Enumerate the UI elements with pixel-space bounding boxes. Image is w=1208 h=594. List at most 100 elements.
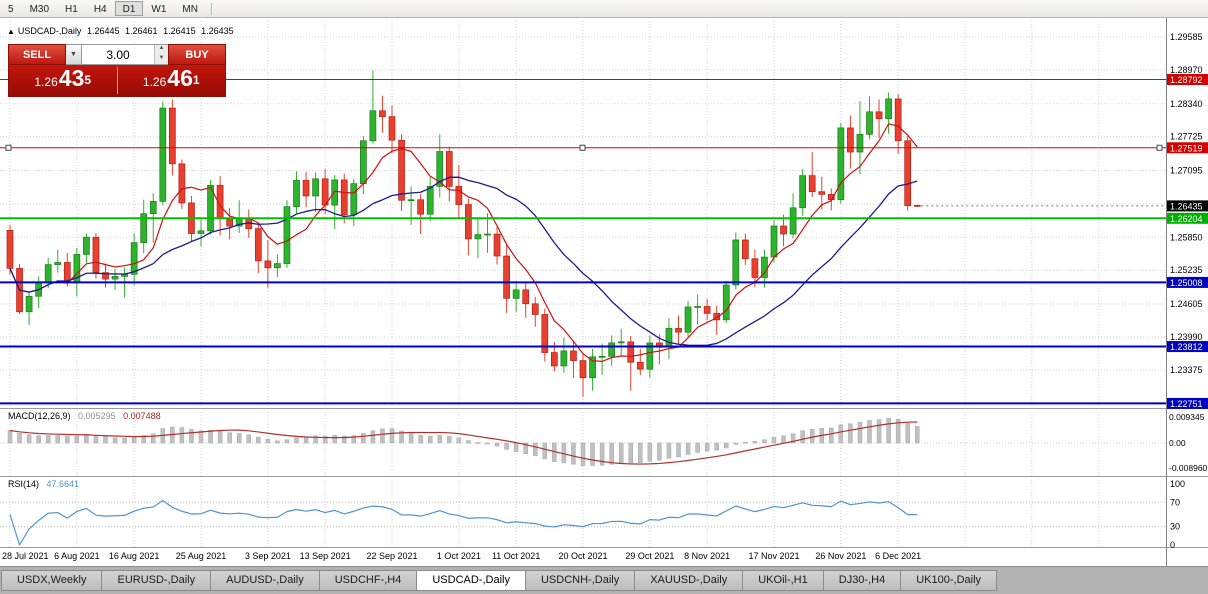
- date-axis-label: 20 Oct 2021: [558, 551, 607, 561]
- chevron-down-icon: ▼: [70, 51, 77, 58]
- ohlc-high: 1.26461: [125, 26, 158, 36]
- panel-separators: [0, 408, 1208, 549]
- tf-button-mn[interactable]: MN: [174, 1, 206, 16]
- macd-name: MACD(12,26,9): [8, 411, 71, 421]
- price-axis-label: 1.24605: [1170, 299, 1203, 309]
- ohlc-open: 1.26445: [86, 26, 120, 36]
- price-axis: 1.29585 1.28970 1.28340 1.27725 1.27095 1.258…: [1166, 18, 1208, 566]
- tab-uk100-daily[interactable]: UK100-,Daily: [900, 570, 998, 591]
- volume-field: ▲ ▼: [82, 44, 168, 65]
- tab-ukoil-h1[interactable]: UKOil-,H1: [742, 570, 824, 591]
- tab-eurusd-daily[interactable]: EURUSD-,Daily: [101, 570, 212, 591]
- volume-input[interactable]: [82, 45, 154, 64]
- sell-price-display[interactable]: 1.26435: [9, 64, 117, 97]
- sell-price-base: 1.26: [34, 75, 58, 89]
- moving-averages: [9, 123, 918, 362]
- rsi-axis-label: 0: [1170, 540, 1175, 550]
- buy-price-display[interactable]: 1.26461: [118, 64, 226, 97]
- rsi-value: 47.6641: [46, 479, 80, 489]
- date-axis-label: 16 Aug 2021: [109, 551, 160, 561]
- macd-panel: [0, 418, 1166, 466]
- macd-indicator-label: MACD(12,26,9) 0.005295 0.007488: [8, 411, 161, 421]
- tab-dj30-h4[interactable]: DJ30-,H4: [822, 570, 902, 591]
- tf-button-d1[interactable]: D1: [114, 1, 144, 16]
- macd-axis-label: -0.008960: [1169, 463, 1208, 473]
- date-axis-label: 3 Sep 2021: [245, 551, 291, 561]
- grid: [0, 21, 1166, 547]
- chart-tab-bar: USDX,Weekly EURUSD-,Daily AUDUSD-,Daily …: [0, 566, 1208, 594]
- date-axis-label: 22 Sep 2021: [366, 551, 417, 561]
- tf-button-m5[interactable]: 5: [0, 1, 22, 16]
- tab-audusd-daily[interactable]: AUDUSD-,Daily: [210, 570, 320, 591]
- rsi-indicator-label: RSI(14) 47.6641: [8, 479, 79, 489]
- sell-price-pipette: 5: [84, 73, 92, 87]
- price-badge: [1167, 142, 1208, 154]
- sell-price-pips: 43: [58, 65, 85, 91]
- tab-usdcad-daily[interactable]: USDCAD-,Daily: [416, 570, 526, 591]
- price-badge: [1167, 200, 1208, 212]
- rsi-axis-label: 30: [1170, 522, 1180, 532]
- price-axis-label: 1.29585: [1170, 32, 1203, 42]
- price-badge-text: 1.22751: [1170, 399, 1203, 409]
- buy-price-pipette: 1: [192, 73, 200, 87]
- chart-window: 1.29585 1.28970 1.28340 1.27725 1.27095 1.258…: [0, 18, 1208, 566]
- date-axis: 28 Jul 2021 6 Aug 2021 16 Aug 2021 25 Aug 2…: [2, 551, 921, 561]
- candlestick-series: [6, 70, 921, 398]
- chart-symbol-label: USDCAD-,Daily: [17, 26, 82, 36]
- buy-price-base: 1.26: [142, 75, 167, 89]
- price-axis-label: 1.27725: [1170, 132, 1203, 142]
- macd-axis-label: 0.00: [1169, 438, 1186, 448]
- price-badge: [1167, 397, 1208, 409]
- date-axis-label: 25 Aug 2021: [176, 551, 227, 561]
- volume-increase-icon[interactable]: ▲: [155, 45, 168, 55]
- timeframe-toolbar: 5 M30 H1 H4 D1 W1 MN: [0, 0, 1208, 18]
- date-axis-label: 11 Oct 2021: [492, 551, 540, 561]
- rsi-panel: [0, 499, 1166, 546]
- volume-spinner: ▲ ▼: [154, 45, 168, 64]
- price-badge-text: 1.28792: [1170, 75, 1203, 85]
- price-axis-label: 1.27095: [1170, 166, 1203, 176]
- sell-button[interactable]: SELL: [8, 44, 66, 65]
- price-badge-text: 1.26435: [1170, 201, 1203, 211]
- date-axis-label: 8 Nov 2021: [684, 551, 730, 561]
- macd-main-value: 0.005295: [78, 411, 116, 421]
- one-click-trading-panel: SELL ▼ ▲ ▼ BUY 1.26435 1.26461: [8, 44, 226, 97]
- toolbar-separator: [210, 2, 213, 15]
- date-axis-label: 13 Sep 2021: [300, 551, 351, 561]
- rsi-name: RSI(14): [8, 479, 40, 489]
- price-axis-label: 1.25235: [1170, 265, 1203, 275]
- buy-price-pips: 46: [167, 65, 193, 91]
- price-divider: [116, 67, 118, 94]
- date-axis-label: 6 Aug 2021: [54, 551, 100, 561]
- tf-button-h1[interactable]: H1: [57, 1, 86, 16]
- price-badge-text: 1.26204: [1170, 214, 1203, 224]
- tab-usdx-weekly[interactable]: USDX,Weekly: [1, 570, 103, 591]
- price-axis-label: 1.28970: [1170, 65, 1203, 75]
- date-axis-label: 6 Dec 2021: [875, 551, 921, 561]
- price-badge-text: 1.27519: [1170, 143, 1203, 153]
- price-badge-text: 1.23812: [1170, 342, 1203, 352]
- volume-decrease-icon[interactable]: ▼: [155, 54, 168, 64]
- date-axis-label: 28 Jul 2021: [2, 551, 49, 561]
- tf-button-h4[interactable]: H4: [86, 1, 115, 16]
- rsi-axis-label: 70: [1170, 497, 1180, 507]
- price-quote-row: 1.26435 1.26461: [8, 65, 226, 97]
- tab-xauusd-daily[interactable]: XAUUSD-,Daily: [634, 570, 744, 591]
- rsi-axis-label: 100: [1170, 479, 1185, 489]
- price-axis-label: 1.28340: [1170, 99, 1203, 109]
- tf-button-w1[interactable]: W1: [143, 1, 174, 16]
- collapse-triangle-icon[interactable]: ▲: [7, 27, 15, 36]
- price-axis-label: 1.23375: [1170, 365, 1203, 375]
- price-badge: [1167, 74, 1208, 86]
- volume-dropdown-button[interactable]: ▼: [66, 44, 82, 65]
- buy-button[interactable]: BUY: [168, 44, 226, 65]
- date-axis-label: 1 Oct 2021: [437, 551, 481, 561]
- tab-usdchf-h4[interactable]: USDCHF-,H4: [318, 570, 418, 591]
- macd-axis-label: 0.009345: [1169, 412, 1205, 422]
- ohlc-close: 1.26435: [201, 26, 234, 36]
- tf-button-m30[interactable]: M30: [22, 1, 57, 16]
- date-axis-label: 26 Nov 2021: [815, 551, 866, 561]
- price-badge: [1167, 212, 1208, 224]
- price-axis-label: 1.25850: [1170, 232, 1203, 242]
- tab-usdcnh-daily[interactable]: USDCNH-,Daily: [524, 570, 636, 591]
